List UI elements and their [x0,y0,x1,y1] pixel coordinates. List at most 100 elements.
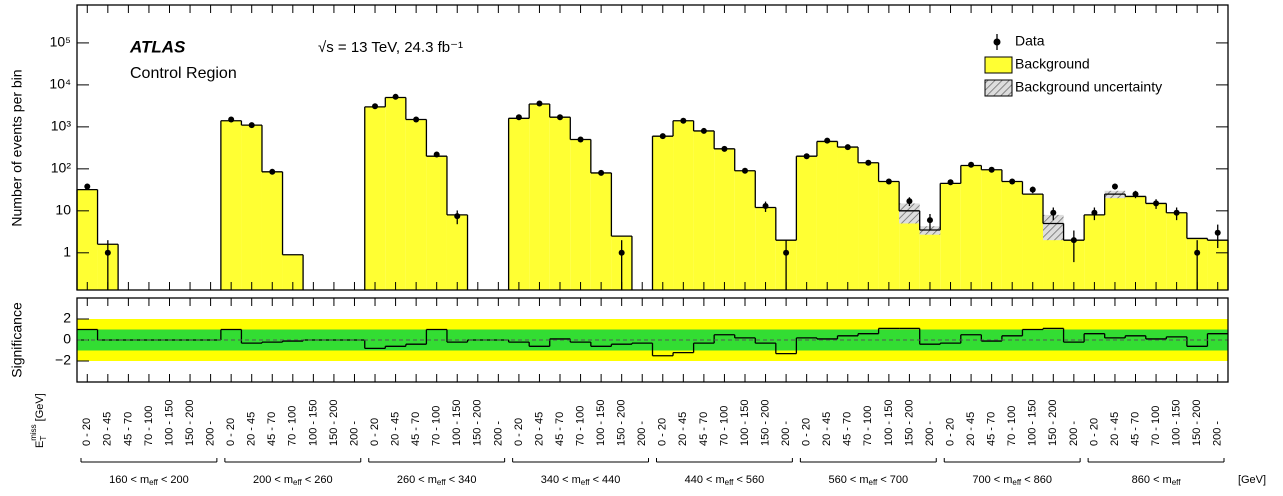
bin-label: 0 - 20 [513,418,525,446]
bin-label: 70 - 100 [143,406,155,446]
data-point [269,168,276,175]
group-hi: < 200 [158,474,189,486]
background-bar [508,118,530,290]
bin-label: 200 - [205,421,217,446]
data-point [844,144,851,151]
data-point [659,133,666,140]
group-label: 340 < meff < 440 [541,474,621,487]
group-hi: < 560 [733,474,764,486]
data-point [454,213,461,220]
legend-swatch [984,56,1013,74]
data-point [598,169,605,176]
background-bar [837,147,859,290]
data-point [433,151,440,158]
experiment-label: ATLAS [129,37,186,56]
background-bar [1084,214,1105,290]
main-frame [76,4,1229,291]
group-label: 860 < meff [1132,474,1182,487]
data-point [1153,200,1160,207]
y-tick-label: 10 [55,202,71,218]
x-unit: [GeV] [1238,474,1266,486]
sig-tick-label: 2 [63,310,71,326]
data-point [536,100,543,107]
background-bar [734,170,756,290]
bin-label: 200 - [924,421,936,446]
met-unit: [GeV] [34,393,46,421]
met-sup: miss [29,424,38,440]
bin-label: 45 - 70 [842,412,854,446]
bin-label: 45 - 70 [1129,412,1141,446]
bin-label: 20 - 45 [102,412,114,446]
data-point [1050,209,1057,216]
background-bar [796,156,817,290]
background-bar [1125,196,1146,290]
group-label: 440 < meff < 560 [685,474,765,487]
data-point [1009,178,1016,185]
group-hi: < 700 [877,474,908,486]
data-point [947,179,954,186]
background-bar [858,162,879,290]
data-point [1173,209,1180,216]
bin-label: 100 - 150 [883,400,895,446]
background-bar [549,117,571,290]
group-lo: 200 < m [253,474,293,486]
background-bar [364,106,386,290]
y-axis-label: Number of events per bin [9,69,25,226]
background-bar [590,172,612,290]
bin-label: 0 - 20 [369,418,381,446]
sig-frame [76,297,1229,383]
data-point [1111,183,1118,190]
region-label: Control Region [130,65,237,82]
bin-label: 45 - 70 [698,412,710,446]
bin-label: 100 - 150 [307,400,319,446]
data-point [824,137,831,144]
data-point [248,122,255,129]
legend-marker [993,38,1001,46]
data-point [803,153,810,160]
bin-label: 0 - 20 [944,418,956,446]
legend-label: Background [1015,56,1090,72]
background-bar [446,214,468,290]
background-bar [816,141,838,290]
bin-label: 70 - 100 [1006,406,1018,446]
data-point [228,116,235,123]
data-point [1070,237,1077,244]
bin-label: 70 - 100 [431,406,443,446]
bin-label: 20 - 45 [821,412,833,446]
background-bar [1022,194,1044,290]
data-point [988,166,995,173]
background-bar [919,229,941,290]
sig-tick-label: 0 [63,331,71,347]
bin-label: 200 - [492,421,504,446]
bin-label: 0 - 20 [81,418,93,446]
group-sub: eff [149,478,159,487]
group-lo: 560 < m [828,474,868,486]
y-tick-label: 1 [63,244,71,260]
bin-label: 150 - 200 [903,400,915,446]
bin-label: 70 - 100 [862,406,874,446]
background-bar [261,171,283,290]
group-lo: 260 < m [397,474,437,486]
group-label: 200 < meff < 260 [253,474,333,487]
uncertainty-band [899,203,920,224]
bin-label: 0 - 20 [801,418,813,446]
bin-label: 70 - 100 [1150,406,1162,446]
sig-tick-label: −2 [55,352,71,368]
group-label: 560 < meff < 700 [828,474,908,487]
background-bar [282,254,304,290]
background-bar [241,125,262,290]
data-point [885,178,892,185]
bin-label: 200 - [636,421,648,446]
background-bar [1001,181,1023,290]
data-point [680,117,687,124]
data-point [762,203,769,210]
background-bar [673,120,694,291]
group-lo: 860 < m [1132,474,1172,486]
background-bar [529,104,550,290]
data-point [1029,186,1036,193]
group-sub: eff [725,478,735,487]
bin-label: 100 - 150 [451,400,463,446]
background-bar [426,156,447,290]
uncertainty-band [1043,214,1064,241]
